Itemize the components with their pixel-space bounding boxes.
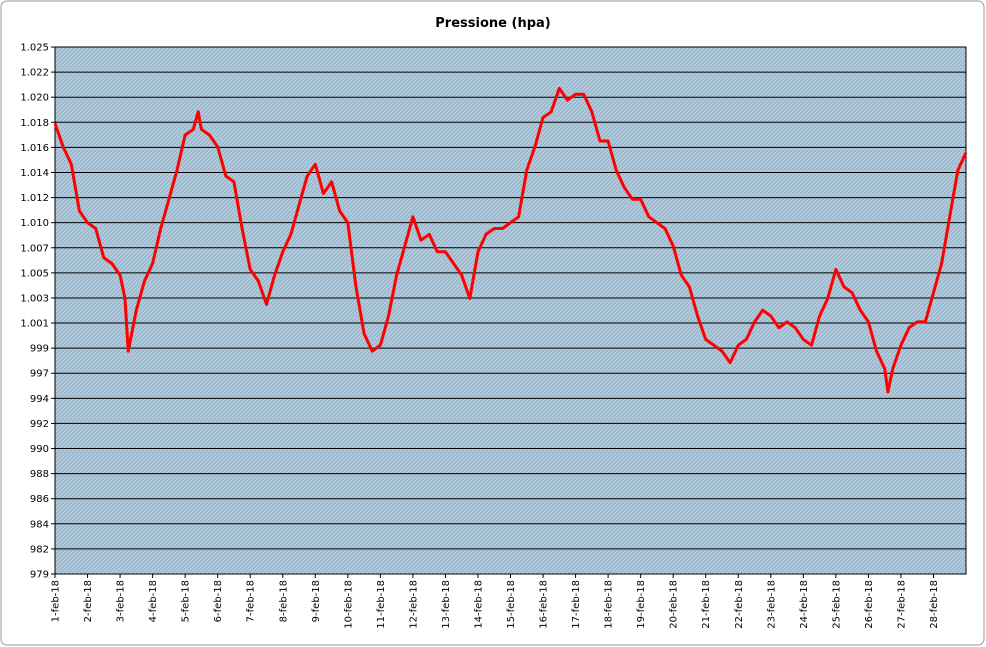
x-tick-label: 10-feb-18 bbox=[343, 580, 354, 629]
chart-title: Pressione (hpa) bbox=[435, 16, 550, 31]
x-tick-label: 15-feb-18 bbox=[506, 580, 517, 629]
y-tick-label: 1.018 bbox=[20, 118, 49, 129]
x-tick-label: 23-feb-18 bbox=[766, 580, 777, 629]
y-tick-label: 994 bbox=[30, 394, 49, 405]
y-tick-label: 1.025 bbox=[20, 43, 49, 54]
x-tick-label: 16-feb-18 bbox=[539, 580, 550, 629]
x-tick-label: 9-feb-18 bbox=[311, 580, 322, 622]
y-tick-label: 988 bbox=[30, 469, 49, 480]
x-tick-label: 4-feb-18 bbox=[148, 580, 159, 622]
x-tick-label: 11-feb-18 bbox=[376, 580, 387, 629]
x-tick-label: 6-feb-18 bbox=[213, 580, 224, 622]
y-tick-label: 979 bbox=[30, 570, 49, 581]
x-tick-label: 21-feb-18 bbox=[701, 580, 712, 629]
y-tick-label: 992 bbox=[30, 419, 49, 430]
y-tick-label: 984 bbox=[30, 519, 49, 530]
x-tick-label: 27-feb-18 bbox=[896, 580, 907, 629]
x-tick-label: 3-feb-18 bbox=[116, 580, 127, 622]
y-tick-label: 982 bbox=[30, 544, 49, 555]
plot-frame bbox=[54, 46, 967, 575]
y-tick-label: 1.010 bbox=[20, 218, 49, 229]
y-tick-label: 1.003 bbox=[20, 293, 49, 304]
y-tick-label: 1.007 bbox=[20, 243, 49, 254]
x-tick-label: 22-feb-18 bbox=[734, 580, 745, 629]
y-tick-label: 1.020 bbox=[20, 93, 49, 104]
y-tick-label: 999 bbox=[30, 344, 49, 355]
x-tick-label: 1-feb-18 bbox=[51, 580, 62, 622]
x-tick-label: 5-feb-18 bbox=[181, 580, 192, 622]
x-tick-label: 19-feb-18 bbox=[636, 580, 647, 629]
plot-hatch bbox=[55, 47, 966, 574]
y-tick-label: 1.001 bbox=[20, 319, 49, 330]
x-tick-label: 26-feb-18 bbox=[864, 580, 875, 629]
x-tick-label: 7-feb-18 bbox=[246, 580, 257, 622]
x-tick-label: 13-feb-18 bbox=[441, 580, 452, 629]
x-tick-label: 28-feb-18 bbox=[929, 580, 940, 629]
y-tick-label: 1.022 bbox=[20, 68, 49, 79]
x-tick-label: 18-feb-18 bbox=[604, 580, 615, 629]
y-tick-label: 1.012 bbox=[20, 193, 49, 204]
x-tick-label: 2-feb-18 bbox=[83, 580, 94, 622]
data-line bbox=[53, 86, 968, 394]
y-tick-label: 990 bbox=[30, 444, 49, 455]
x-tick-label: 17-feb-18 bbox=[571, 580, 582, 629]
y-tick-label: 1.016 bbox=[20, 143, 49, 154]
y-tick-label: 986 bbox=[30, 494, 49, 505]
y-tick-label: 1.014 bbox=[20, 168, 49, 179]
x-tick-label: 8-feb-18 bbox=[278, 580, 289, 622]
x-tick-label: 14-feb-18 bbox=[473, 580, 484, 629]
x-tick-label: 25-feb-18 bbox=[831, 580, 842, 629]
y-tick-label: 997 bbox=[30, 369, 49, 380]
x-tick-label: 24-feb-18 bbox=[799, 580, 810, 629]
y-tick-label: 1.005 bbox=[20, 268, 49, 279]
x-tick-label: 20-feb-18 bbox=[669, 580, 680, 629]
x-tick-label: 12-feb-18 bbox=[408, 580, 419, 629]
